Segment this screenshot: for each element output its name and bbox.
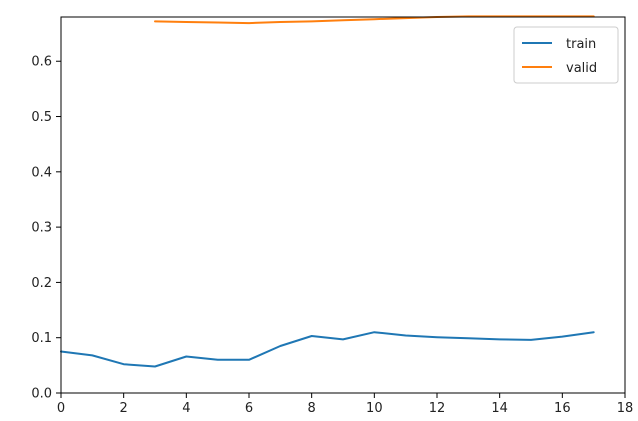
- y-tick-label: 0.0: [31, 387, 52, 402]
- series-line-train: [60, 331, 595, 368]
- y-tick-label: 0.2: [31, 276, 52, 291]
- x-tick-label: 10: [366, 401, 383, 416]
- x-tick-label: 6: [245, 401, 253, 416]
- y-tick-label: 0.6: [31, 55, 52, 70]
- x-tick-label: 4: [182, 401, 190, 416]
- x-tick-label: 0: [57, 401, 65, 416]
- y-tick-label: 0.5: [31, 110, 52, 125]
- y-tick-label: 0.1: [31, 331, 52, 346]
- axes-frame: [60, 16, 626, 394]
- legend-frame: [513, 26, 619, 84]
- legend: train valid: [513, 26, 619, 84]
- x-tick-label: 8: [308, 401, 316, 416]
- y-tick-label: 0.4: [31, 165, 52, 180]
- x-tick-label: 18: [617, 401, 634, 416]
- axes-layer: 0 2 4 6 8 10 12 14 16 18 0.0 0.1 0.2 0.3 0.4 0.5 0.6: [31, 16, 634, 416]
- x-tick-label: 16: [554, 401, 571, 416]
- series-line-valid: [154, 15, 595, 25]
- x-tick-label: 12: [429, 401, 446, 416]
- x-tick-label: 14: [491, 401, 508, 416]
- y-tick-label: 0.3: [31, 221, 52, 236]
- series-layer: [60, 15, 595, 368]
- legend-label-train: train: [566, 37, 596, 52]
- legend-label-valid: valid: [566, 61, 597, 76]
- x-tick-label: 2: [120, 401, 128, 416]
